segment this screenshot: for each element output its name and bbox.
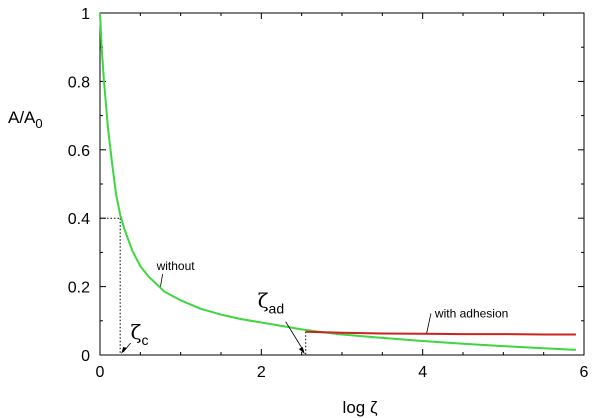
- series-line-with-adhesion: [305, 330, 576, 336]
- y-tick-label: 0.4: [68, 211, 90, 228]
- y-axis: 0 0.2 0.4 0.6 0.8 1: [68, 6, 584, 365]
- zeta-c-subscript: c: [141, 332, 148, 348]
- y-tick-label: 0.2: [68, 280, 90, 297]
- y-tick-label: 0: [81, 348, 90, 365]
- zeta-ad-label: ζad: [258, 289, 284, 317]
- x-tick-label: 6: [580, 364, 589, 381]
- series-line-without: [99, 12, 576, 351]
- plot-frame: [99, 12, 585, 356]
- guide-lines: [100, 217, 307, 355]
- y-axis-title: A/A0: [8, 108, 43, 131]
- annotation-without-leader: [160, 273, 163, 287]
- y-axis-title-main: A/A: [8, 108, 36, 127]
- annotation-without: without: [156, 259, 196, 273]
- x-axis: 0 2 4 6: [96, 13, 589, 381]
- zeta-ad-symbol: ζ: [258, 289, 269, 313]
- annotation-with-adhesion: with adhesion: [434, 306, 508, 320]
- zeta-ad-subscript: ad: [269, 301, 285, 317]
- x-axis-title: log ζ: [343, 398, 378, 417]
- zeta-ad-arrow-head: [298, 347, 305, 354]
- y-tick-label: 0.8: [68, 74, 90, 91]
- y-tick-label: 1: [81, 6, 90, 23]
- zeta-c-label: ζc: [131, 320, 149, 348]
- series-layer: [99, 12, 576, 351]
- zeta-c-symbol: ζ: [131, 320, 142, 344]
- zeta-c-arrow-head: [121, 347, 128, 354]
- x-tick-label: 4: [418, 364, 427, 381]
- annotation-with-adhesion-leader: [426, 313, 432, 334]
- y-axis-title-sub: 0: [35, 116, 42, 131]
- x-tick-label: 0: [96, 364, 105, 381]
- y-tick-label: 0.6: [68, 143, 90, 160]
- x-tick-label: 2: [257, 364, 266, 381]
- plot-border: [99, 12, 585, 356]
- zeta-ad-arrow-shaft: [285, 321, 305, 352]
